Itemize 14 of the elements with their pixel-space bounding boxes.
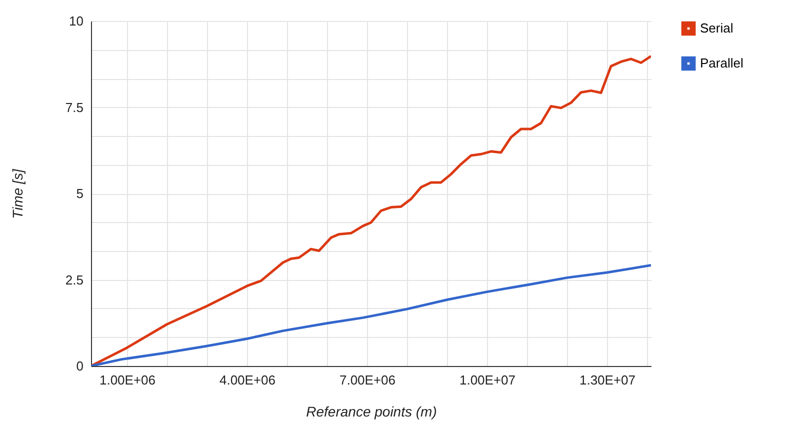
legend-label: Parallel — [700, 56, 744, 70]
y-axis-title: Time [s] — [9, 168, 26, 219]
x-tick-label: 1.00E+06 — [99, 372, 156, 388]
y-tick-label: 7.5 — [65, 100, 84, 115]
y-tick-label: 0 — [76, 358, 84, 374]
x-tick-label: 7.00E+06 — [339, 372, 396, 388]
y-tick-label: 5 — [76, 186, 84, 201]
x-axis-title: Referance points (m) — [306, 404, 437, 420]
x-tick-label: 1.30E+07 — [579, 372, 636, 388]
x-tick-label: 4.00E+06 — [219, 372, 276, 388]
x-tick-label: 1.00E+07 — [459, 372, 516, 388]
legend-label: Serial — [700, 20, 734, 36]
y-tick-label: 2.5 — [65, 272, 84, 288]
y-tick-label: 10 — [69, 14, 84, 28]
